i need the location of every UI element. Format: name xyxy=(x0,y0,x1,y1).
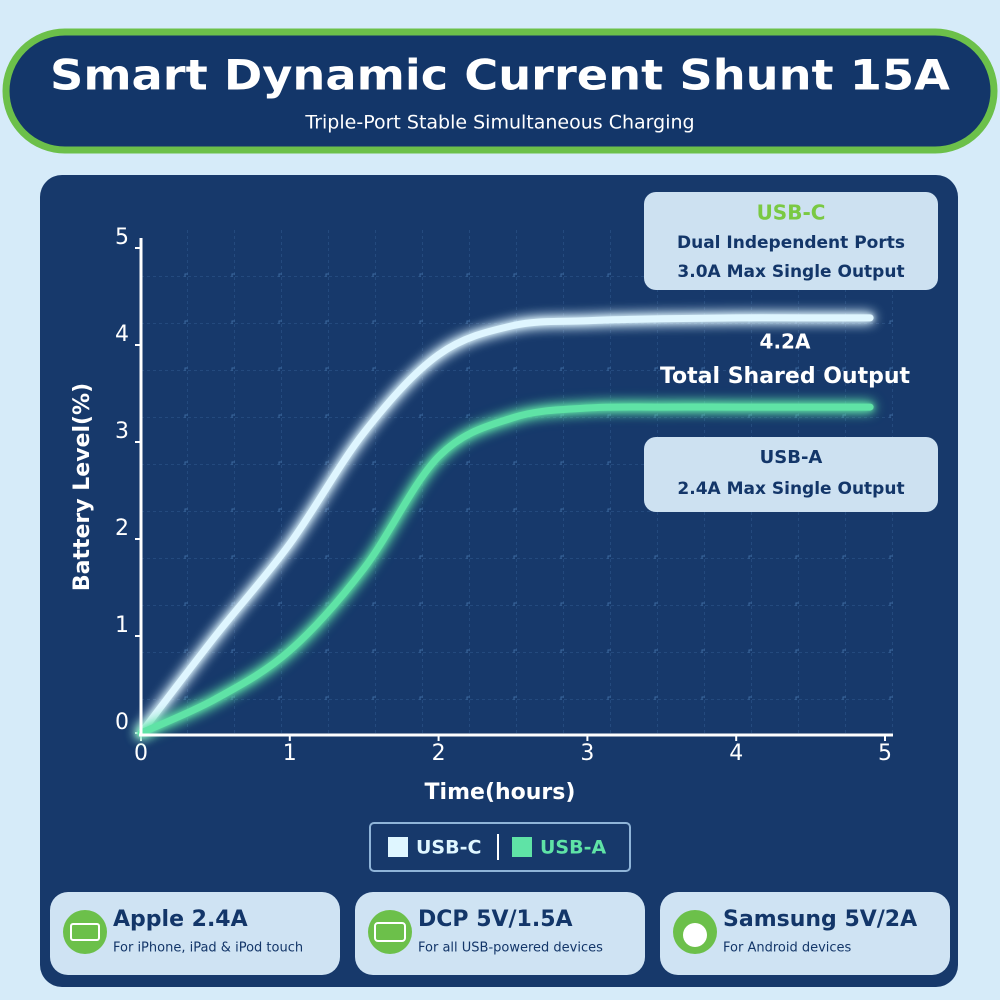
legend-label: USB-C xyxy=(416,837,481,859)
annotation-title: 4.2A xyxy=(760,330,811,354)
icon-detail xyxy=(683,923,707,947)
header-banner xyxy=(2,28,998,154)
annotation-text: 2.4A Max Single Output xyxy=(677,479,904,499)
plot: 0 1 2 3 4 5 0 1 2 3 4 5 xyxy=(115,225,892,766)
legend: USB-C USB-A xyxy=(388,837,606,859)
y-tick-label: 3 xyxy=(115,419,129,444)
card xyxy=(660,892,950,975)
annotation-title: USB-A xyxy=(760,447,823,468)
annotation-text: Dual Independent Ports xyxy=(677,233,905,253)
legend-label: USB-A xyxy=(540,837,606,859)
y-tick-label: 2 xyxy=(115,516,129,541)
series-line xyxy=(137,314,874,737)
card-title: DCP 5V/1.5A xyxy=(418,907,573,932)
x-tick-label: 4 xyxy=(729,741,743,766)
y-tick-label: 1 xyxy=(115,613,129,638)
x-tick-label: 0 xyxy=(134,741,148,766)
subtitle: Triple-Port Stable Simultaneous Charging xyxy=(304,112,694,134)
card-title: Apple 2.4A xyxy=(113,907,248,932)
y-tick-label: 0 xyxy=(115,710,129,735)
card-title: Samsung 5V/2A xyxy=(723,907,917,932)
icon-detail xyxy=(70,923,100,941)
card-subtitle: For Android devices xyxy=(723,941,852,956)
card xyxy=(355,892,645,975)
x-tick-label: 1 xyxy=(283,741,297,766)
card-subtitle: For all USB-powered devices xyxy=(418,941,603,956)
annotation-title: USB-C xyxy=(757,201,826,225)
card-subtitle: For iPhone, iPad & iPod touch xyxy=(113,941,303,956)
y-tick-label: 5 xyxy=(115,225,129,250)
x-tick-label: 2 xyxy=(432,741,446,766)
icon-detail xyxy=(374,922,406,942)
cards: Apple 2.4A For iPhone, iPad & iPod touch D… xyxy=(50,892,950,975)
annotation-box xyxy=(644,192,938,290)
series-line xyxy=(137,403,874,737)
x-tick-label: 3 xyxy=(580,741,594,766)
x-tick-label: 5 xyxy=(878,741,892,766)
annotation-text: Total Shared Output xyxy=(660,364,911,389)
legend-box xyxy=(369,822,631,872)
y-axis-label: Battery Level(%) xyxy=(70,383,95,591)
card xyxy=(50,892,340,975)
title: Smart Dynamic Current Shunt 15A xyxy=(50,51,951,100)
card-icon xyxy=(63,910,107,954)
x-axis-label: Time(hours) xyxy=(425,780,576,805)
y-tick-label: 4 xyxy=(115,322,129,347)
card-icon xyxy=(368,910,412,954)
legend-swatch xyxy=(512,837,532,857)
legend-swatch xyxy=(388,837,408,857)
annotation-text: 3.0A Max Single Output xyxy=(677,262,904,282)
annotation-box xyxy=(644,437,938,512)
